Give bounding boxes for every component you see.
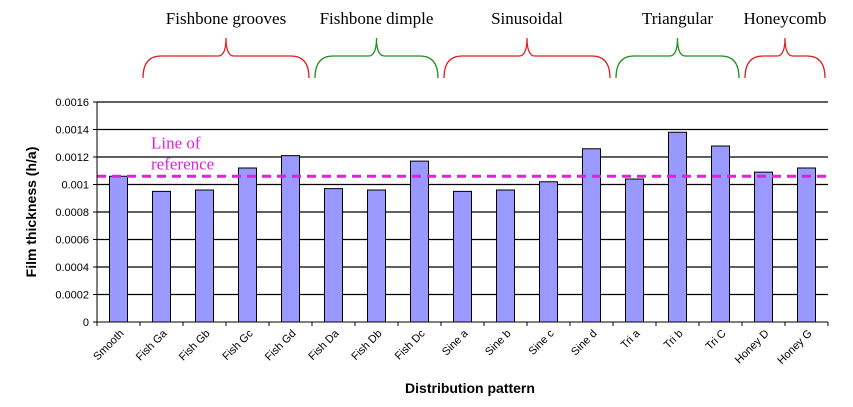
bar [797,167,816,323]
x-tick-label: Fish Gb [177,328,213,364]
y-tick-label: 0.0014 [55,125,89,137]
y-tick-label: 0.001 [61,180,89,192]
x-tick-label: Fish Db [349,328,384,363]
bar [195,189,214,323]
bar [453,190,472,323]
y-tick-label: 0.0012 [55,152,89,164]
group-label: Fishbone dimple [320,9,434,28]
y-tick-labels: 0 0.0002 0.0004 0.0006 0.0008 0.001 0.0012 0.00… [55,97,97,329]
bar [625,178,644,323]
x-tick-label: Sine a [440,327,471,358]
x-tick-label: Honey D [733,328,772,367]
bar [367,189,386,323]
x-tick-label: Tri b [662,328,686,352]
bar [539,181,558,323]
x-tick-label: Tri a [619,327,643,351]
x-tick-label: Sine b [483,328,514,359]
group-brace [314,37,439,79]
x-tick-label: Tri C [704,328,729,353]
y-tick-label: 0.0008 [55,207,89,219]
x-tick-label: Fish Ga [134,327,170,363]
group-label: Honeycomb [743,9,826,28]
bar [281,155,300,323]
x-axis-title: Distribution pattern [405,380,535,396]
group-label: Fishbone grooves [166,9,286,28]
reference-label-line2: reference [151,154,214,173]
y-tick-label: 0.0004 [55,262,89,274]
x-tick-label: Fish Gc [220,327,256,363]
group-annotations: Fishbone grooves Fishbone dimple Sinusoida… [142,9,827,79]
group-brace [142,37,310,79]
bar [152,190,171,323]
x-tick-label: Smooth [91,328,126,363]
bars [109,131,816,323]
x-tick-labels: Smooth Fish Ga Fish Gb Fish Gc Fish Gd Fish D… [91,327,814,367]
bar [582,148,601,323]
group-brace [744,37,826,79]
y-tick-label: 0 [83,317,89,329]
x-tick-label: Honey G [775,328,814,367]
bar [496,189,515,323]
group-brace [443,37,611,79]
y-tick-label: 0.0002 [55,290,89,302]
x-tick-label: Fish Gd [263,328,299,364]
y-tick-label: 0.0016 [55,97,89,109]
bar [668,131,687,323]
y-axis-title: Film thickness (h/a) [23,147,39,278]
bar [410,160,429,323]
y-tick-label: 0.0006 [55,235,89,247]
bar [324,188,343,323]
x-tick-label: Fish Da [306,327,342,363]
x-tick-label: Fish Dc [393,327,428,362]
bar [109,175,128,323]
x-tick-label: Sine c [527,327,557,357]
reference-label-line1: Line of [151,133,201,152]
group-label: Triangular [642,9,713,28]
group-brace [615,37,740,79]
reference-line-group: Line of reference [97,133,828,178]
bar [711,145,730,323]
x-tick-label: Sine d [569,328,600,359]
group-label: Sinusoidal [491,9,563,28]
bar [754,171,773,323]
bar [238,167,257,323]
